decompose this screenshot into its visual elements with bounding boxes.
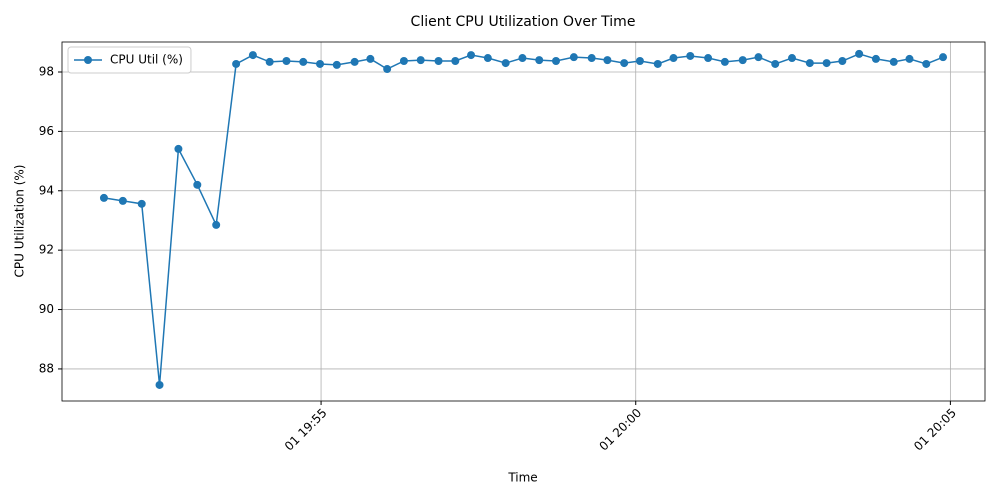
data-point <box>99 193 108 202</box>
data-point <box>467 51 476 60</box>
data-point <box>174 144 183 153</box>
data-point <box>350 57 359 66</box>
data-point <box>805 59 814 68</box>
data-point <box>248 51 257 60</box>
data-point <box>366 54 375 63</box>
y-tick-label: 90 <box>39 302 54 316</box>
data-point <box>332 60 341 69</box>
data-point <box>603 56 612 65</box>
data-point <box>788 54 797 63</box>
data-point <box>704 54 713 63</box>
legend-label: CPU Util (%) <box>110 53 183 67</box>
x-axis-label: Time <box>507 471 537 485</box>
data-point <box>137 199 146 208</box>
data-point <box>383 65 392 74</box>
data-point <box>399 57 408 66</box>
data-point <box>686 51 695 60</box>
data-point <box>905 54 914 63</box>
data-point <box>569 53 578 62</box>
data-point <box>501 59 510 68</box>
data-point <box>282 57 291 66</box>
data-point <box>771 59 780 68</box>
y-tick-label: 96 <box>39 124 54 138</box>
data-point <box>720 57 729 66</box>
data-point <box>483 54 492 63</box>
data-point <box>416 56 425 65</box>
data-point <box>265 57 274 66</box>
y-tick-label: 92 <box>39 243 54 257</box>
data-point <box>855 49 864 58</box>
data-point <box>552 57 561 66</box>
data-point <box>451 57 460 66</box>
data-point <box>155 380 164 389</box>
legend-box <box>67 46 192 74</box>
plot-frame <box>61 41 986 402</box>
data-point <box>299 57 308 66</box>
data-point <box>889 57 898 66</box>
data-point <box>118 196 127 205</box>
data-point <box>212 220 221 229</box>
data-point <box>620 59 629 68</box>
y-tick-label: 88 <box>39 361 54 375</box>
data-point <box>871 54 880 63</box>
data-point <box>635 57 644 66</box>
data-point <box>193 180 202 189</box>
data-point <box>535 56 544 65</box>
data-point <box>316 59 325 68</box>
data-point <box>922 59 931 68</box>
legend: CPU Util (%) <box>67 46 192 74</box>
legend-marker <box>84 56 92 64</box>
data-point <box>754 53 763 62</box>
data-point <box>838 57 847 66</box>
data-point <box>669 54 678 63</box>
data-point <box>434 57 443 66</box>
y-tick-label: 94 <box>39 183 54 197</box>
data-point <box>822 59 831 68</box>
y-tick-label: 98 <box>39 64 54 78</box>
data-point <box>939 53 948 62</box>
data-point <box>738 56 747 65</box>
data-point <box>587 54 596 63</box>
data-point <box>232 59 241 68</box>
data-point <box>653 59 662 68</box>
data-point <box>518 54 527 63</box>
y-axis-label: CPU Utilization (%) <box>13 165 27 278</box>
chart-title: Client CPU Utilization Over Time <box>411 14 636 30</box>
